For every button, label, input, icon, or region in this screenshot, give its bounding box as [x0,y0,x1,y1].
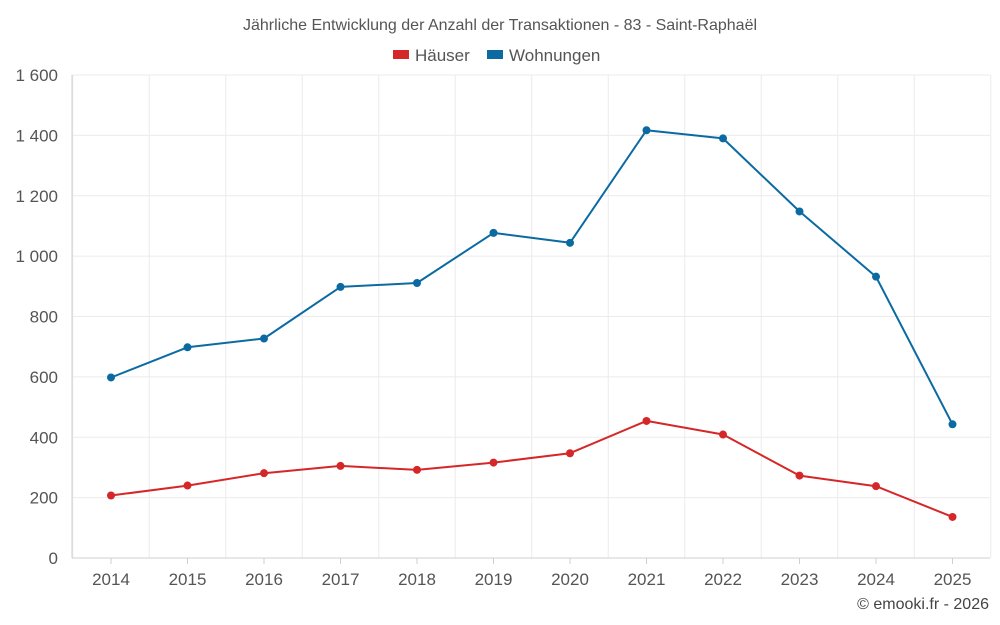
chart-title: Jährliche Entwicklung der Anzahl der Tra… [243,17,757,34]
y-tick-label: 1 400 [15,126,58,145]
y-tick-label: 600 [30,368,58,387]
data-point-hauser[interactable] [107,491,115,500]
y-tick-label: 400 [30,428,58,447]
x-tick-label: 2020 [551,570,589,589]
legend-label-wohnungen: Wohnungen [509,46,600,65]
data-point-wohnungen[interactable] [336,282,345,291]
series-lines [110,129,954,518]
data-point-wohnungen[interactable] [795,207,804,216]
x-tick-label: 2018 [398,570,436,589]
legend: Häuser Wohnungen [393,46,600,65]
x-tick-label: 2016 [245,570,283,589]
y-axis-ticks: 0 200 400 600 800 1 000 1 200 1 400 1 600 [15,66,58,568]
legend-item-hauser[interactable]: Häuser [393,46,470,65]
data-point-hauser[interactable] [260,469,268,478]
series-line-wohnungen [110,129,954,425]
data-point-wohnungen[interactable] [872,272,880,281]
x-tick-label: 2019 [475,570,513,589]
data-point-wohnungen[interactable] [107,373,115,382]
legend-label-hauser: Häuser [415,46,470,65]
data-point-wohnungen[interactable] [948,420,957,429]
x-tick-label: 2025 [934,570,972,589]
data-point-hauser[interactable] [336,461,345,470]
x-tick-label: 2015 [169,570,207,589]
data-point-wohnungen[interactable] [183,343,192,352]
x-tick-label: 2021 [628,570,666,589]
data-point-wohnungen[interactable] [413,278,421,287]
series-line-hauser [110,419,953,518]
data-point-hauser[interactable] [642,416,651,425]
data-point-hauser[interactable] [719,430,727,439]
data-point-wohnungen[interactable] [642,126,651,135]
data-point-wohnungen[interactable] [719,134,727,143]
x-tick-label: 2024 [857,570,895,589]
y-tick-label: 800 [30,308,58,327]
x-tick-label: 2022 [704,570,742,589]
data-point-hauser[interactable] [566,449,574,458]
data-point-hauser[interactable] [872,482,880,491]
data-point-hauser[interactable] [183,481,192,490]
legend-swatch-hauser [393,50,409,59]
gridlines [72,74,992,558]
data-point-hauser[interactable] [948,512,957,521]
credit-text: © emooki.fr - 2026 [857,596,989,613]
data-point-hauser[interactable] [413,465,421,474]
data-point-wohnungen[interactable] [260,334,268,343]
legend-item-wohnungen[interactable]: Wohnungen [487,46,600,65]
y-tick-label: 0 [49,549,58,568]
data-point-hauser[interactable] [489,458,498,467]
data-point-wohnungen[interactable] [566,238,574,247]
x-tick-label: 2017 [322,570,360,589]
data-points [107,126,957,521]
data-point-wohnungen[interactable] [489,228,498,237]
y-tick-label: 200 [30,489,58,508]
data-point-hauser[interactable] [795,471,804,480]
axes [71,75,990,564]
x-axis-ticks: 2014 2015 2016 2017 2018 2019 2020 2021 2022 2023… [92,570,971,589]
y-tick-label: 1 200 [15,187,58,206]
legend-swatch-wohnungen [487,50,503,59]
y-tick-label: 1 600 [15,66,58,85]
x-tick-label: 2014 [92,570,130,589]
x-tick-label: 2023 [781,570,819,589]
y-tick-label: 1 000 [15,247,58,266]
